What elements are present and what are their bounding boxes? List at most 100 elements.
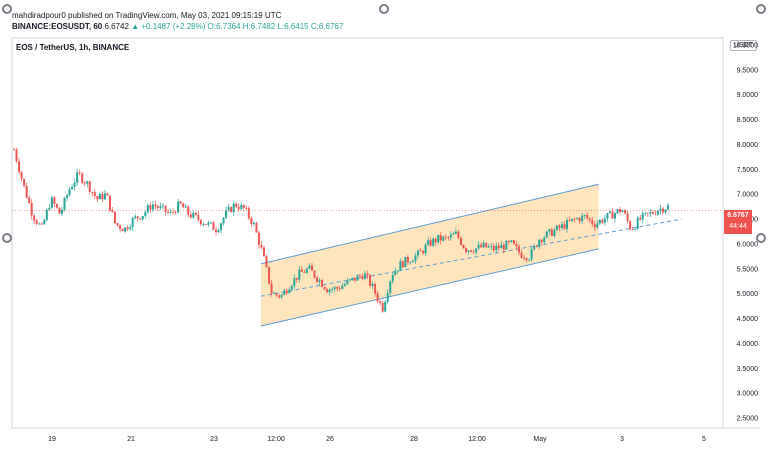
candle-body — [389, 281, 392, 294]
currency-button[interactable]: USDT — [730, 40, 758, 51]
candle-body — [611, 211, 614, 219]
candle-body — [35, 220, 38, 224]
candle-body — [437, 234, 440, 243]
candle-body — [601, 219, 604, 223]
candle-body — [634, 228, 637, 230]
candle-body — [81, 173, 84, 183]
candle-body — [260, 244, 263, 248]
candle-body — [381, 302, 384, 312]
candle-body — [313, 270, 316, 278]
candle-body — [649, 212, 652, 214]
candle-body — [220, 223, 223, 231]
candle-body — [371, 283, 374, 286]
price-tick-label: 4.0000 — [737, 341, 759, 348]
candle-body — [641, 213, 644, 220]
candle-body — [331, 289, 334, 290]
price-tick-label: 8.5000 — [737, 117, 759, 124]
candle-body — [316, 277, 319, 282]
candle-body — [616, 209, 619, 214]
time-tick-label: 23 — [210, 436, 218, 443]
selection-handle-top-middle[interactable] — [379, 4, 389, 14]
candle-body — [184, 206, 187, 208]
candle-body — [391, 274, 394, 282]
candle-body — [576, 218, 579, 220]
price-tick-label: 8.0000 — [737, 142, 759, 149]
candle-body — [247, 208, 250, 218]
low-value: L:6.6415 — [277, 22, 309, 31]
candle-body — [646, 212, 649, 214]
candle-body — [608, 211, 611, 214]
price-tick-label: 10.0000 — [733, 42, 758, 49]
candle-body — [139, 218, 142, 220]
time-tick-label: 3 — [620, 436, 624, 443]
candle-body — [396, 270, 399, 272]
candle-body — [376, 293, 379, 302]
publish-header: mahdiradpour0 published on TradingView.c… — [12, 10, 343, 32]
candle-body — [530, 249, 533, 260]
candle-body — [66, 195, 69, 199]
candle-body — [318, 280, 321, 282]
candle-body — [356, 275, 359, 281]
candle-body — [384, 301, 387, 312]
candle-body — [386, 293, 389, 302]
change-arrow-icon: ▲ — [131, 22, 140, 31]
candle-body — [553, 229, 556, 236]
candle-body — [459, 237, 462, 245]
candle-body — [202, 224, 205, 225]
candle-body — [573, 218, 576, 220]
candle-body — [328, 289, 331, 293]
candle-body — [656, 210, 659, 215]
candle-body — [106, 193, 109, 196]
candle-body — [20, 172, 23, 179]
candle-body — [472, 251, 475, 253]
candle-body — [500, 244, 503, 249]
candle-body — [321, 280, 324, 287]
candle-body — [417, 250, 420, 256]
candle-body — [159, 206, 162, 209]
candle-body — [48, 207, 51, 210]
candle-body — [232, 203, 235, 213]
candle-body — [578, 218, 581, 222]
candle-body — [209, 222, 212, 224]
ohlc-line: BINANCE:EOSUSDT, 60 6.6742 ▲ +0.1487 (+2… — [12, 21, 343, 32]
candle-body — [631, 229, 634, 230]
candle-body — [449, 234, 452, 238]
candle-body — [480, 244, 483, 248]
candle-body — [283, 290, 286, 295]
candle-body — [374, 283, 377, 294]
channel-upper-line[interactable] — [260, 183, 599, 265]
candle-body — [467, 250, 470, 252]
channel-lower-line[interactable] — [260, 248, 599, 327]
candle-body — [303, 271, 306, 273]
candle-body — [379, 301, 382, 303]
last-price-tag: 6.6767 44:44 — [724, 210, 752, 234]
candle-body — [644, 212, 647, 214]
candle-body — [245, 208, 248, 209]
price-tick-label: 5.5000 — [737, 266, 759, 273]
candle-body — [560, 224, 563, 228]
selection-handle-top-right[interactable] — [756, 4, 766, 14]
candle-body — [518, 246, 521, 253]
candle-body — [182, 203, 185, 208]
channel-median-line[interactable] — [260, 218, 682, 297]
candle-body — [199, 219, 202, 225]
candle-body — [265, 256, 268, 267]
candle-body — [654, 213, 657, 215]
candle-body — [63, 198, 66, 210]
close-value: C:6.6767 — [310, 22, 344, 31]
candle-body — [661, 208, 664, 213]
candle-body — [103, 193, 106, 200]
candle-body — [442, 236, 445, 241]
candle-body — [606, 213, 609, 219]
selection-handle-top-left[interactable] — [2, 4, 12, 14]
candle-body — [144, 212, 147, 216]
time-tick-label: 28 — [410, 436, 418, 443]
candle-body — [189, 214, 192, 218]
selection-handle-mid-left[interactable] — [2, 233, 12, 243]
selection-handle-mid-right[interactable] — [756, 233, 766, 243]
candle-body — [550, 229, 553, 236]
channel-fill[interactable] — [260, 184, 599, 327]
high-value: H:6.7482 — [242, 22, 276, 31]
candle-body — [361, 276, 364, 279]
